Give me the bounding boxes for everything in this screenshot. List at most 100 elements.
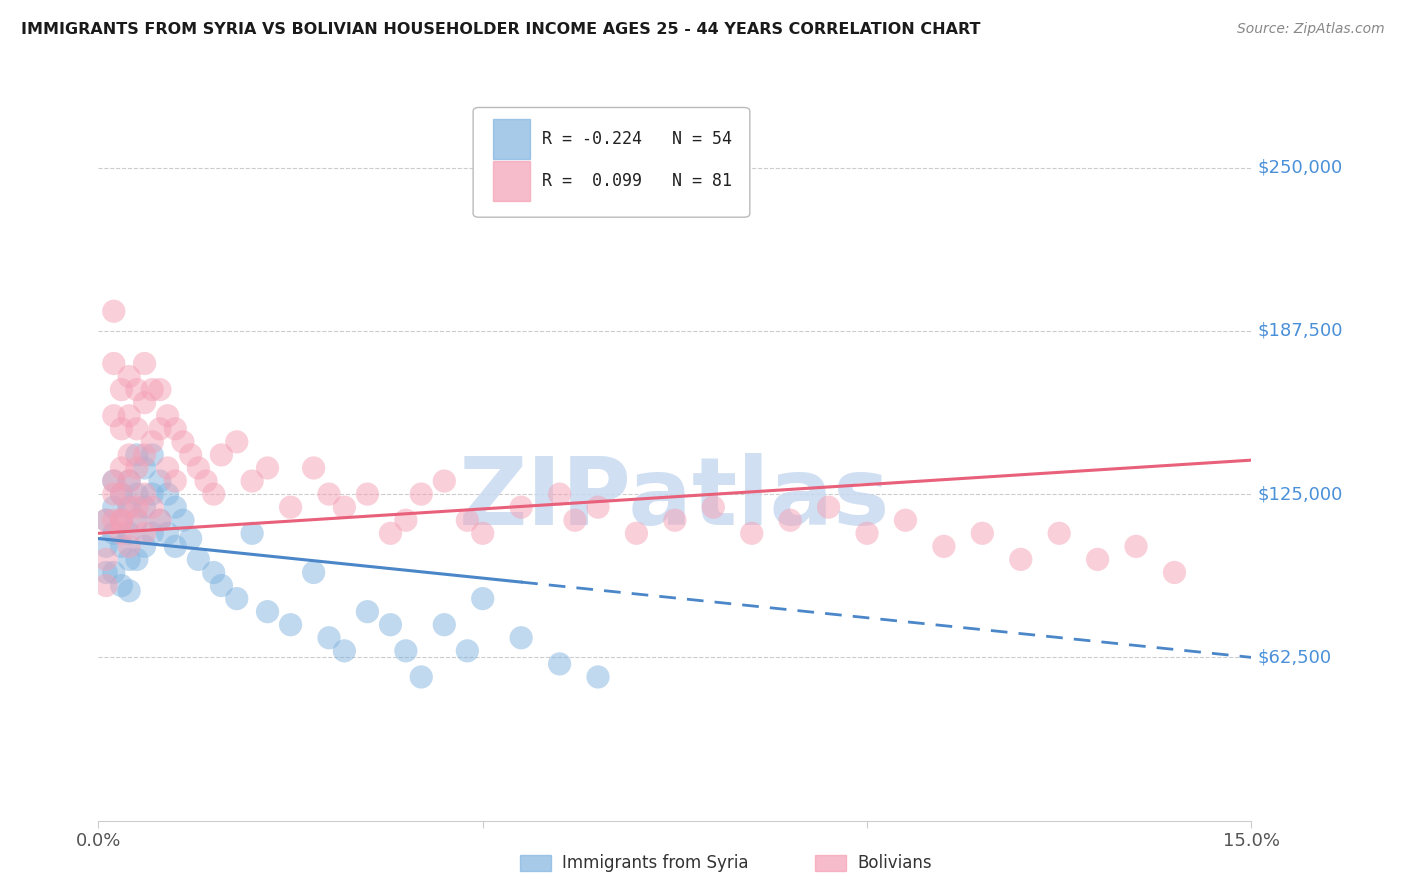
Point: [118, 369, 141, 384]
Point: [141, 448, 163, 462]
Text: ZIPatlas: ZIPatlas: [460, 453, 890, 545]
Point: [125, 422, 148, 436]
Point: [302, 566, 325, 580]
Point: [110, 578, 132, 592]
Point: [134, 539, 156, 553]
Point: [118, 474, 141, 488]
Point: [149, 474, 172, 488]
Point: [165, 474, 187, 488]
Point: [134, 395, 156, 409]
Point: [103, 487, 125, 501]
Point: [471, 526, 494, 541]
Point: [411, 487, 433, 501]
Point: [195, 474, 218, 488]
Point: [702, 500, 724, 515]
Point: [125, 487, 148, 501]
Point: [156, 487, 179, 501]
Point: [141, 434, 163, 449]
Point: [165, 500, 187, 515]
Point: [471, 591, 494, 606]
Point: [103, 409, 125, 423]
Point: [110, 487, 132, 501]
Point: [932, 539, 955, 553]
Point: [103, 474, 125, 488]
Point: [118, 539, 141, 553]
Point: [817, 500, 839, 515]
Point: [356, 487, 378, 501]
Point: [333, 644, 356, 658]
Point: [411, 670, 433, 684]
Point: [165, 539, 187, 553]
Point: [380, 617, 402, 632]
Point: [156, 461, 179, 475]
Point: [856, 526, 879, 541]
Point: [202, 487, 225, 501]
Point: [202, 566, 225, 580]
Point: [134, 526, 156, 541]
Point: [156, 526, 179, 541]
Point: [256, 461, 278, 475]
Text: Immigrants from Syria: Immigrants from Syria: [562, 855, 749, 872]
Point: [134, 500, 156, 515]
Point: [256, 605, 278, 619]
Point: [156, 409, 179, 423]
Point: [225, 434, 247, 449]
Point: [333, 500, 356, 515]
Point: [110, 422, 132, 436]
Point: [510, 631, 533, 645]
Point: [209, 578, 232, 592]
Point: [141, 487, 163, 501]
Point: [395, 644, 418, 658]
Point: [149, 422, 172, 436]
Point: [110, 513, 132, 527]
Point: [302, 461, 325, 475]
Point: [318, 631, 340, 645]
Point: [134, 487, 156, 501]
Point: [103, 304, 125, 318]
Point: [134, 356, 156, 371]
Bar: [492, 119, 530, 159]
Point: [134, 448, 156, 462]
Point: [433, 474, 456, 488]
Point: [110, 513, 132, 527]
Point: [110, 526, 132, 541]
Point: [586, 670, 609, 684]
Point: [456, 644, 478, 658]
Point: [564, 513, 586, 527]
Point: [149, 383, 172, 397]
Point: [134, 461, 156, 475]
Y-axis label: Householder Income Ages 25 - 44 years: Householder Income Ages 25 - 44 years: [0, 289, 8, 621]
Point: [103, 526, 125, 541]
Point: [94, 552, 117, 566]
Point: [280, 500, 302, 515]
Point: [1010, 552, 1032, 566]
Point: [118, 500, 141, 515]
Point: [433, 617, 456, 632]
Point: [118, 552, 141, 566]
Point: [664, 513, 686, 527]
Point: [125, 461, 148, 475]
Point: [125, 513, 148, 527]
Point: [141, 526, 163, 541]
Point: [103, 513, 125, 527]
Point: [510, 500, 533, 515]
Text: $62,500: $62,500: [1257, 648, 1331, 666]
Point: [118, 409, 141, 423]
Text: Bolivians: Bolivians: [858, 855, 932, 872]
Point: [149, 513, 172, 527]
Point: [1125, 539, 1147, 553]
Point: [1047, 526, 1070, 541]
Point: [118, 500, 141, 515]
Point: [118, 526, 141, 541]
Point: [280, 617, 302, 632]
Point: [94, 513, 117, 527]
Point: [103, 474, 125, 488]
Point: [456, 513, 478, 527]
Text: $187,500: $187,500: [1257, 322, 1343, 340]
Point: [110, 513, 132, 527]
Text: IMMIGRANTS FROM SYRIA VS BOLIVIAN HOUSEHOLDER INCOME AGES 25 - 44 YEARS CORRELAT: IMMIGRANTS FROM SYRIA VS BOLIVIAN HOUSEH…: [21, 22, 980, 37]
Point: [972, 526, 994, 541]
Point: [172, 434, 194, 449]
Point: [94, 513, 117, 527]
Point: [180, 532, 202, 546]
